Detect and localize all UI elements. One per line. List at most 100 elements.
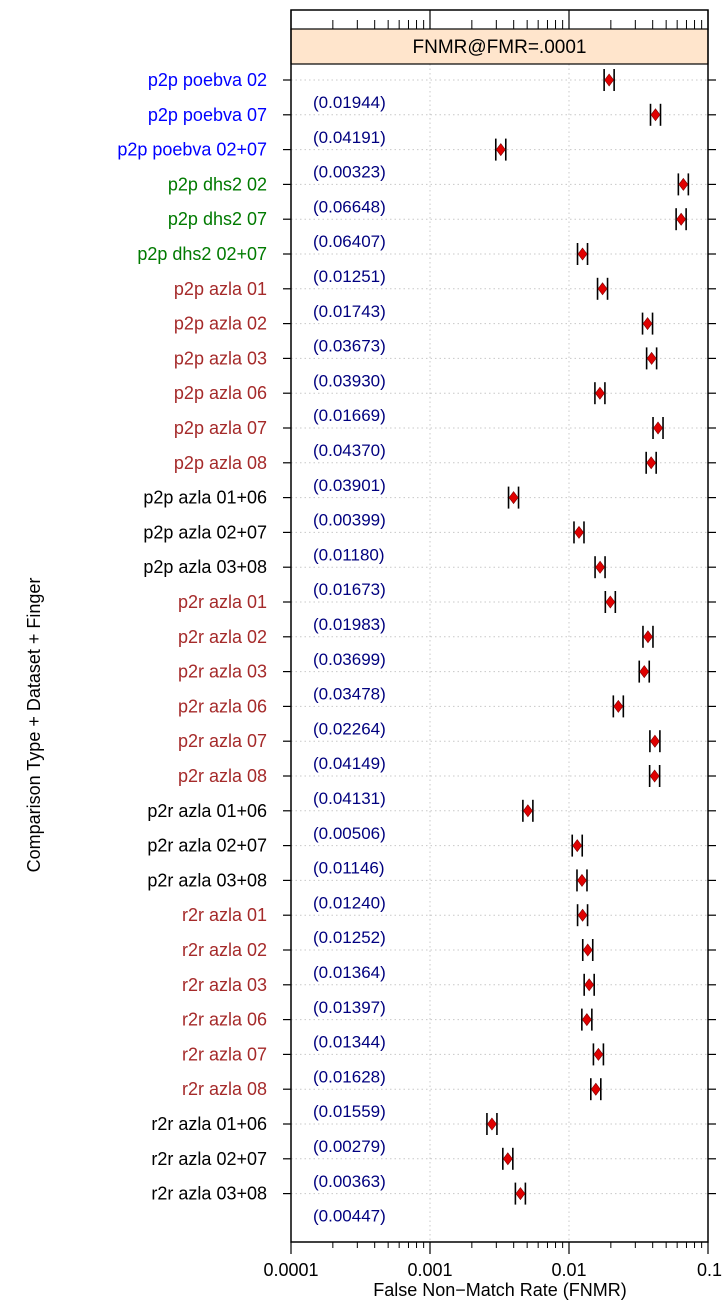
point-diamond <box>584 978 595 992</box>
point-diamond <box>639 665 650 679</box>
y-tick-label: r2r azla 03 <box>182 975 267 995</box>
y-tick-label: r2r azla 01 <box>182 905 267 925</box>
y-tick-label: p2p azla 06 <box>174 383 267 403</box>
x-tick-label: 0.1 <box>697 1260 722 1280</box>
point-diamond <box>595 386 605 400</box>
y-tick-label: p2p azla 02 <box>174 314 267 334</box>
y-tick-label: p2p azla 03+08 <box>143 557 267 577</box>
y-tick-label: p2p dhs2 02 <box>168 174 267 194</box>
data-point <box>486 1113 498 1135</box>
point-diamond <box>597 282 608 296</box>
value-label: (0.06648) <box>313 197 386 216</box>
data-point <box>645 347 658 370</box>
value-label: (0.01628) <box>313 1067 386 1086</box>
y-tick-label: p2r azla 06 <box>178 696 267 716</box>
point-diamond <box>650 108 661 122</box>
data-point <box>594 382 606 405</box>
data-point <box>648 765 661 787</box>
x-tick-label: 0.01 <box>551 1260 586 1280</box>
data-point <box>649 103 662 126</box>
value-label: (0.00363) <box>313 1172 386 1191</box>
y-tick-label: r2r azla 02+07 <box>151 1149 267 1169</box>
point-diamond <box>574 525 584 539</box>
data-point <box>638 660 651 683</box>
value-label: (0.01743) <box>313 302 386 321</box>
value-label: (0.01240) <box>313 893 386 912</box>
value-label: (0.03699) <box>313 650 386 669</box>
plot-frame <box>290 9 709 1243</box>
point-diamond <box>523 804 533 818</box>
data-point <box>641 312 654 335</box>
x-tick-label: 0.0001 <box>263 1260 318 1280</box>
point-diamond <box>572 839 583 853</box>
data-point <box>571 834 584 857</box>
x-tick-label: 0.001 <box>407 1260 452 1280</box>
point-diamond <box>487 1117 497 1131</box>
value-label: (0.02264) <box>313 719 386 738</box>
value-label: (0.03930) <box>313 371 386 390</box>
y-tick-label: p2r azla 01+06 <box>147 801 267 821</box>
value-label: (0.00399) <box>313 511 386 530</box>
y-tick-label: p2p dhs2 07 <box>168 209 267 229</box>
value-label: (0.01983) <box>313 615 386 634</box>
data-point <box>514 1182 527 1205</box>
y-tick-label: r2r azla 01+06 <box>151 1114 267 1134</box>
data-point <box>581 1008 593 1031</box>
y-tick-label: r2r azla 08 <box>182 1079 267 1099</box>
data-point <box>592 1043 605 1066</box>
y-tick-label: p2r azla 02 <box>178 627 267 647</box>
data-point <box>594 556 606 579</box>
data-point <box>576 869 588 892</box>
point-diamond <box>581 1013 592 1027</box>
y-tick-label: p2p azla 02+07 <box>143 522 267 542</box>
point-diamond <box>678 177 689 191</box>
value-label: (0.01251) <box>313 267 386 286</box>
y-tick-label: p2p poebva 02+07 <box>117 140 267 160</box>
data-point <box>583 973 595 996</box>
value-label: (0.01673) <box>313 580 386 599</box>
data-point <box>576 904 589 927</box>
y-tick-label: p2p azla 08 <box>174 453 267 473</box>
value-label: (0.01146) <box>313 859 385 878</box>
value-label: (0.01669) <box>313 406 386 425</box>
data-point <box>596 277 609 300</box>
data-point <box>502 1147 514 1170</box>
point-diamond <box>642 317 653 331</box>
y-tick-label: p2r azla 07 <box>178 731 267 751</box>
value-label: (0.00506) <box>313 824 386 843</box>
value-label: (0.04131) <box>313 789 386 808</box>
data-point <box>522 799 534 822</box>
point-diamond <box>643 630 653 644</box>
value-label: (0.01364) <box>313 963 386 982</box>
point-diamond <box>590 1082 601 1096</box>
value-label: (0.00279) <box>313 1137 386 1156</box>
point-diamond <box>577 873 587 887</box>
point-diamond <box>577 247 588 261</box>
point-diamond <box>649 769 660 783</box>
point-diamond <box>582 943 593 957</box>
value-label: (0.01180) <box>313 545 385 564</box>
point-diamond <box>515 1187 526 1201</box>
x-axis-title: False Non−Match Rate (FNMR) <box>373 1280 627 1300</box>
labels-layer: p2p poebva 02 (0.01944) p2p poebva 07 (0.04… <box>117 70 722 1280</box>
value-label: (0.01559) <box>313 1102 386 1121</box>
panel-title: FNMR@FMR=.0001 <box>413 37 587 58</box>
value-label: (0.01397) <box>313 998 386 1017</box>
y-tick-label: p2r azla 08 <box>178 766 267 786</box>
value-label: (0.04149) <box>313 754 386 773</box>
marks-layer <box>486 69 690 1205</box>
value-label: (0.01344) <box>313 1033 386 1052</box>
value-label: (0.04191) <box>313 128 386 147</box>
strip-layer: FNMR@FMR=.0001 <box>290 28 709 65</box>
y-tick-label: r2r azla 06 <box>182 1010 267 1030</box>
data-point <box>675 208 687 231</box>
data-point <box>507 486 520 509</box>
point-diamond <box>676 212 686 226</box>
y-tick-label: p2r azla 03+08 <box>147 870 267 890</box>
data-point <box>642 625 654 648</box>
point-diamond <box>646 456 657 470</box>
point-diamond <box>650 734 660 748</box>
y-tick-label: r2r azla 02 <box>182 940 267 960</box>
data-point <box>645 451 657 474</box>
value-label: (0.04370) <box>313 441 386 460</box>
